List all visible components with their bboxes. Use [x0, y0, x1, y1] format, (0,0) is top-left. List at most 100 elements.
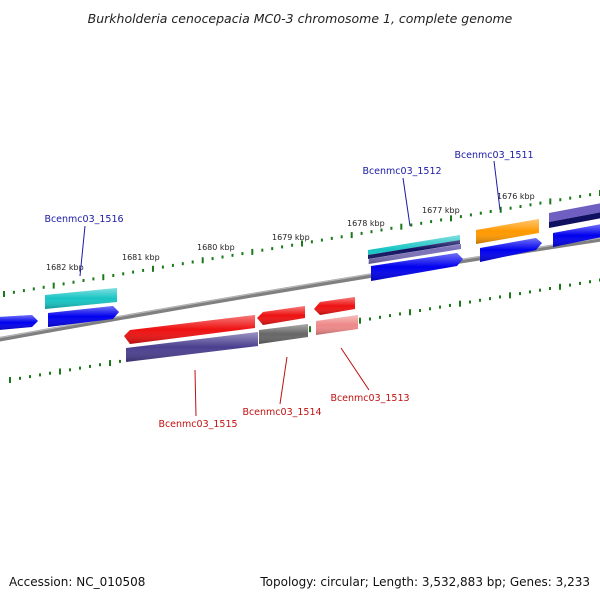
upper-ring-minor-tick [142, 268, 145, 272]
upper-ring-minor-tick [479, 211, 482, 215]
upper-ring-minor-tick [459, 215, 462, 219]
lower-ring-minor-tick [99, 363, 101, 367]
lower-ring-minor-tick [419, 309, 421, 312]
lower-ring-minor-tick [449, 303, 451, 307]
upper-ring-minor-tick [440, 218, 443, 222]
lower-ring-major-tick [9, 377, 11, 383]
lower-ring-minor-tick [579, 281, 581, 285]
gene-label-1514[interactable]: Bcenmc03_1514 [242, 407, 321, 418]
lower-ring-minor-tick [369, 317, 371, 321]
upper-ring-major-tick [549, 198, 552, 205]
upper-ring-minor-tick [330, 236, 333, 240]
gray-feature-1514-shade [259, 324, 308, 344]
tick-label-1682: 1682 kbp [46, 263, 84, 272]
lower-ring-minor-tick [539, 288, 541, 292]
forward-cds-right-shade [553, 224, 600, 247]
lower-ring-minor-tick [399, 312, 401, 316]
upper-ring-minor-tick [72, 280, 75, 284]
upper-ring-major-tick [152, 265, 154, 272]
lower-ring-minor-tick [469, 300, 471, 304]
upper-ring-minor-tick [539, 201, 542, 205]
upper-ring-minor-tick [281, 245, 284, 249]
reverse-cds-1515-shade [124, 315, 255, 344]
lower-ring-minor-tick [79, 366, 81, 370]
cyan-feature-1512-shade [368, 235, 460, 264]
lower-ring-minor-tick [479, 298, 481, 302]
upper-ring-major-tick [499, 206, 502, 213]
cyan-feature-1516-shade [45, 288, 117, 309]
upper-ring-minor-tick [122, 272, 125, 276]
upper-ring-major-tick [301, 240, 303, 247]
upper-ring-minor-tick [42, 285, 45, 289]
upper-ring-minor-tick [390, 226, 393, 230]
lower-ring-minor-tick [69, 368, 71, 372]
lower-ring-major-tick [459, 300, 461, 307]
upper-ring-major-tick [3, 291, 5, 297]
upper-ring-minor-tick [291, 243, 294, 247]
violet-feature-right[interactable] [549, 203, 600, 222]
leader-line-1514 [279, 356, 288, 405]
upper-ring-minor-tick [370, 230, 373, 234]
leader-line-1512 [402, 177, 411, 227]
forward-cds-far-left-shade [0, 315, 38, 330]
leader-line-1513 [340, 347, 370, 391]
tick-label-1678: 1678 kbp [347, 219, 385, 228]
upper-ring-minor-tick [112, 274, 115, 277]
reverse-cds-1513-shade [314, 297, 355, 315]
upper-ring-minor-tick [221, 255, 224, 259]
gene-label-1515[interactable]: Bcenmc03_1515 [158, 419, 237, 430]
lower-ring-major-tick [309, 326, 311, 333]
lower-ring-minor-tick [29, 375, 31, 379]
upper-ring-minor-tick [181, 262, 184, 266]
orange-feature-1511-shade [476, 219, 539, 244]
upper-ring-minor-tick [211, 257, 214, 261]
upper-ring-minor-tick [191, 260, 194, 264]
lower-ring-minor-tick [379, 315, 381, 319]
map-title: Burkholderia cenocepacia MC0-3 chromosom… [88, 11, 513, 26]
gene-label-1513[interactable]: Bcenmc03_1513 [330, 393, 409, 404]
lower-ring-minor-tick [119, 359, 121, 363]
lower-ring-major-tick [59, 368, 61, 375]
leader-line-1516 [79, 225, 86, 277]
upper-ring-minor-tick [529, 203, 532, 207]
upper-ring-minor-tick [82, 279, 85, 282]
upper-ring-minor-tick [430, 220, 433, 224]
upper-ring-minor-tick [12, 290, 15, 294]
gene-label-1516[interactable]: Bcenmc03_1516 [44, 214, 123, 225]
lower-ring-minor-tick [529, 290, 531, 294]
lower-ring-minor-tick [489, 297, 491, 301]
upper-ring-minor-tick [559, 198, 562, 202]
upper-ring-major-tick [251, 248, 254, 255]
accession-text: Accession: NC_010508 [9, 575, 145, 589]
gene-label-1512[interactable]: Bcenmc03_1512 [362, 166, 441, 177]
gene-label-1511[interactable]: Bcenmc03_1511 [454, 150, 533, 161]
leader-line-1511 [493, 160, 501, 211]
upper-ring-minor-tick [360, 231, 363, 235]
lower-ring-minor-tick [39, 373, 41, 377]
upper-ring-major-tick [450, 215, 452, 222]
purple-feature-1515-shade [126, 332, 258, 362]
lower-ring-major-tick [109, 360, 111, 367]
lower-ring-minor-tick [429, 307, 431, 311]
lower-ring-minor-tick [569, 283, 571, 287]
lower-ring-minor-tick [549, 287, 551, 290]
lower-ring-minor-tick [49, 371, 51, 375]
forward-cds-1511-shade [480, 238, 542, 262]
lower-ring-minor-tick [589, 280, 591, 284]
leader-line-1515 [194, 369, 197, 417]
forward-cds-1512-shade [371, 253, 463, 281]
lower-ring-major-tick [359, 317, 361, 324]
lower-ring-minor-tick [89, 364, 91, 368]
upper-ring-minor-tick [420, 221, 423, 225]
pink-feature-1513-shade [316, 315, 358, 335]
lower-ring-minor-tick [499, 295, 501, 299]
upper-ring-minor-tick [380, 228, 383, 232]
lower-ring-major-tick [509, 292, 511, 299]
lower-ring-minor-tick [439, 305, 441, 309]
upper-ring-minor-tick [271, 247, 274, 251]
upper-ring-minor-tick [310, 240, 313, 244]
navy-feature-right [549, 212, 600, 228]
upper-ring-minor-tick [22, 289, 25, 293]
